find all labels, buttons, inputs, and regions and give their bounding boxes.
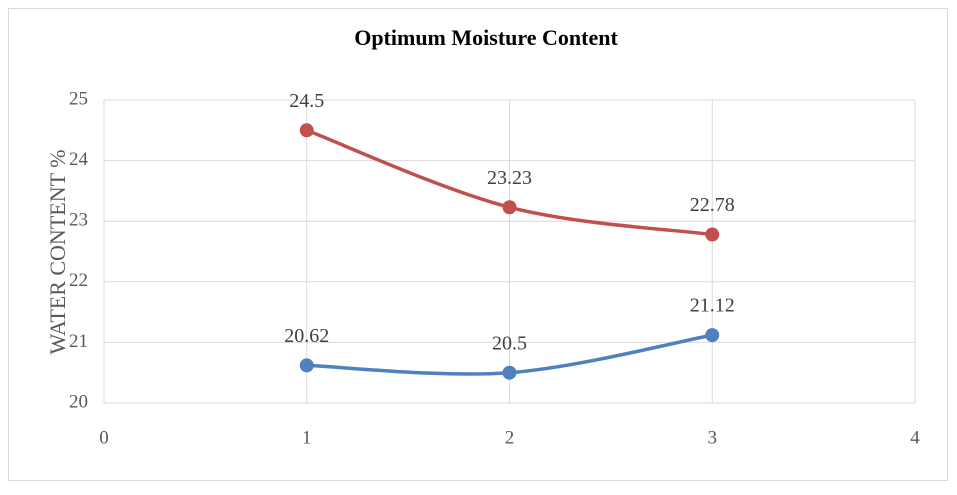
data-point [299,358,314,373]
y-tick-label: 20 [69,391,88,412]
y-tick-label: 25 [69,88,88,109]
data-point [705,227,720,242]
y-axis-label: WATER CONTENT % [45,150,70,355]
data-label: 21.12 [690,295,735,317]
x-tick-label: 3 [708,427,718,448]
y-tick-label: 21 [69,331,88,352]
chart-frame [8,8,948,481]
data-label: 22.78 [690,194,735,216]
x-tick-label: 0 [99,427,109,448]
y-tick-label: 24 [69,149,89,170]
chart-title: Optimum Moisture Content [354,25,618,50]
y-tick-label: 22 [69,270,88,291]
data-point [502,200,517,215]
data-label: 20.62 [284,325,329,347]
x-tick-label: 2 [505,427,515,448]
x-tick-label: 1 [302,427,312,448]
data-point [502,365,517,380]
data-point [705,328,720,343]
y-tick-label: 23 [69,210,88,231]
data-label: 20.5 [492,332,527,354]
data-point [299,123,314,138]
x-tick-label: 4 [910,427,920,448]
data-label: 23.23 [487,167,532,189]
data-label: 24.5 [289,90,324,112]
